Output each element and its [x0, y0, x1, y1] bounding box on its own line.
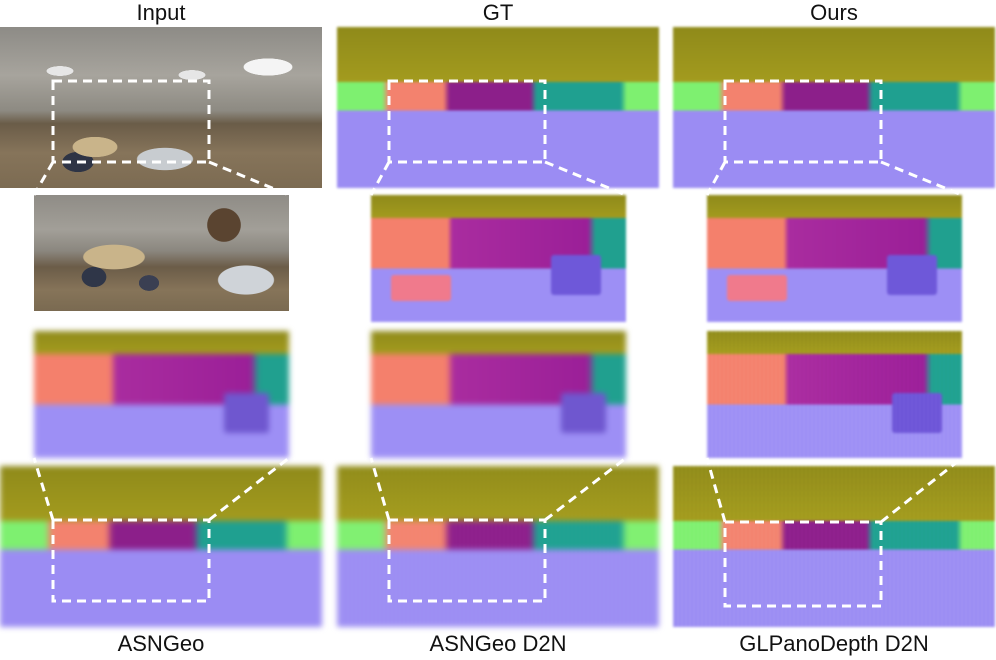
glpanodepth-d2n-zoom-crop [707, 331, 962, 458]
connector-asngeo-left [32, 457, 55, 521]
ours-zoom-crop [707, 195, 962, 322]
connector-gt-left [369, 161, 391, 196]
zoom-box-input [51, 79, 211, 164]
zoom-box-ours [723, 79, 883, 164]
connector-glpano-left [705, 457, 727, 523]
glpanodepth-d2n-panorama [673, 466, 995, 627]
caption-asngeo-d2n: ASNGeo D2N [429, 631, 567, 656]
connector-asngeo-d2n-left [369, 457, 391, 521]
column-title-ours: Ours [810, 0, 858, 25]
connector-ours-left [705, 161, 727, 196]
zoom-box-asngeo-d2n [387, 518, 547, 603]
gt-zoom-crop [371, 195, 626, 322]
zoom-box-glpanodepth-d2n [723, 520, 883, 608]
connector-glpano-right [880, 456, 963, 524]
connector-input-right [208, 160, 290, 197]
caption-glpanodepth-d2n: GLPanoDepth D2N [739, 631, 929, 656]
column-title-gt: GT [482, 0, 514, 25]
zoom-box-gt [387, 79, 547, 164]
column-title-input: Input [136, 0, 186, 25]
asngeo-d2n-zoom-crop [371, 331, 626, 458]
asngeo-zoom-crop [34, 331, 289, 458]
caption-asngeo: ASNGeo [117, 631, 205, 656]
connector-asngeo-right [208, 456, 290, 522]
connector-ours-right [880, 160, 963, 197]
input-zoom-crop [34, 195, 289, 311]
connector-input-left [32, 161, 55, 196]
connector-asngeo-d2n-right [544, 456, 627, 522]
zoom-box-asngeo [51, 518, 211, 603]
connector-gt-right [544, 160, 627, 197]
